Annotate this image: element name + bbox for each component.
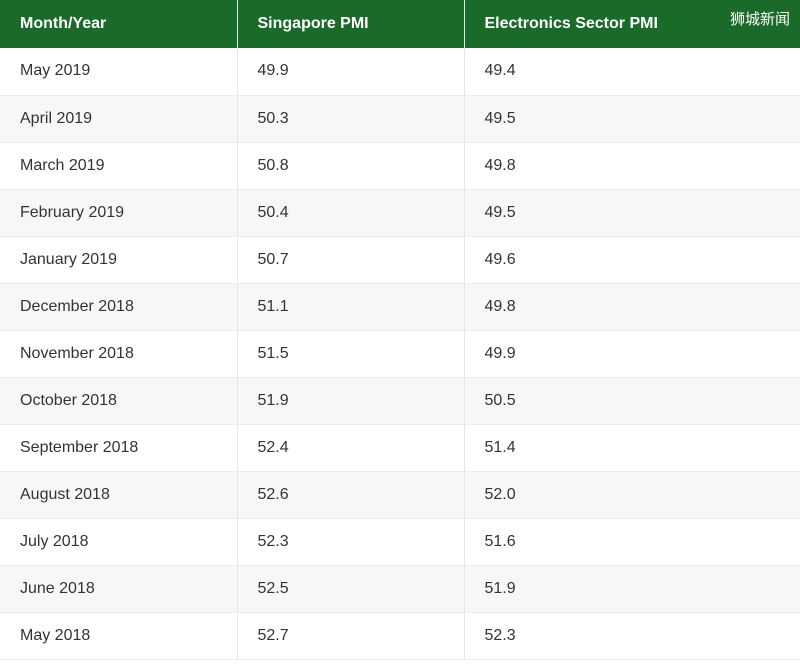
cell-singapore-pmi: 51.5 (237, 330, 465, 378)
cell-month-year: August 2018 (0, 471, 238, 519)
cell-electronics-pmi: 49.5 (464, 95, 800, 143)
column-header-month-year: Month/Year (0, 0, 238, 48)
cell-electronics-pmi: 52.0 (464, 471, 800, 519)
cell-electronics-pmi: 50.5 (464, 377, 800, 425)
cell-singapore-pmi: 52.4 (237, 424, 465, 472)
cell-singapore-pmi: 52.3 (237, 518, 465, 566)
table-row: December 2018 51.1 49.8 (0, 283, 800, 331)
cell-singapore-pmi: 52.7 (237, 612, 465, 660)
table-row: March 2019 50.8 49.8 (0, 142, 800, 190)
cell-electronics-pmi: 51.4 (464, 424, 800, 472)
cell-electronics-pmi: 51.6 (464, 518, 800, 566)
cell-month-year: May 2019 (0, 48, 238, 96)
cell-month-year: July 2018 (0, 518, 238, 566)
table-row: July 2018 52.3 51.6 (0, 518, 800, 566)
cell-electronics-pmi: 49.5 (464, 189, 800, 237)
table-row: September 2018 52.4 51.4 (0, 424, 800, 472)
cell-electronics-pmi: 52.3 (464, 612, 800, 660)
cell-singapore-pmi: 51.9 (237, 377, 465, 425)
watermark-text: 狮城新闻 (729, 10, 790, 28)
cell-singapore-pmi: 52.5 (237, 565, 465, 613)
cell-month-year: November 2018 (0, 330, 238, 378)
table-row: October 2018 51.9 50.5 (0, 377, 800, 425)
cell-month-year: October 2018 (0, 377, 238, 425)
cell-electronics-pmi: 49.8 (464, 283, 800, 331)
cell-month-year: April 2019 (0, 95, 238, 143)
cell-month-year: September 2018 (0, 424, 238, 472)
table-row: January 2019 50.7 49.6 (0, 236, 800, 284)
cell-singapore-pmi: 51.1 (237, 283, 465, 331)
header-row: Month/Year Singapore PMI Electronics Sec… (0, 0, 800, 48)
cell-singapore-pmi: 49.9 (237, 48, 465, 96)
table-row: June 2018 52.5 51.9 (0, 565, 800, 613)
cell-singapore-pmi: 52.6 (237, 471, 465, 519)
column-header-electronics-pmi: Electronics Sector PMI (464, 0, 800, 48)
table-row: November 2018 51.5 49.9 (0, 330, 800, 378)
table-header: Month/Year Singapore PMI Electronics Sec… (0, 0, 800, 48)
table-body: May 2019 49.9 49.4 April 2019 50.3 49.5 March … (0, 48, 800, 660)
cell-electronics-pmi: 49.8 (464, 142, 800, 190)
table-row: February 2019 50.4 49.5 (0, 189, 800, 237)
cell-month-year: June 2018 (0, 565, 238, 613)
cell-singapore-pmi: 50.8 (237, 142, 465, 190)
cell-singapore-pmi: 50.4 (237, 189, 465, 237)
cell-month-year: May 2018 (0, 612, 238, 660)
cell-electronics-pmi: 49.6 (464, 236, 800, 284)
cell-month-year: March 2019 (0, 142, 238, 190)
table-row: April 2019 50.3 49.5 (0, 95, 800, 143)
table-row: May 2019 49.9 49.4 (0, 48, 800, 96)
cell-singapore-pmi: 50.3 (237, 95, 465, 143)
cell-month-year: December 2018 (0, 283, 238, 331)
cell-month-year: January 2019 (0, 236, 238, 284)
cell-singapore-pmi: 50.7 (237, 236, 465, 284)
cell-electronics-pmi: 49.4 (464, 48, 800, 96)
table-row: May 2018 52.7 52.3 (0, 612, 800, 660)
table-row: August 2018 52.6 52.0 (0, 471, 800, 519)
cell-month-year: February 2019 (0, 189, 238, 237)
column-header-singapore-pmi: Singapore PMI (237, 0, 465, 48)
cell-electronics-pmi: 49.9 (464, 330, 800, 378)
cell-electronics-pmi: 51.9 (464, 565, 800, 613)
